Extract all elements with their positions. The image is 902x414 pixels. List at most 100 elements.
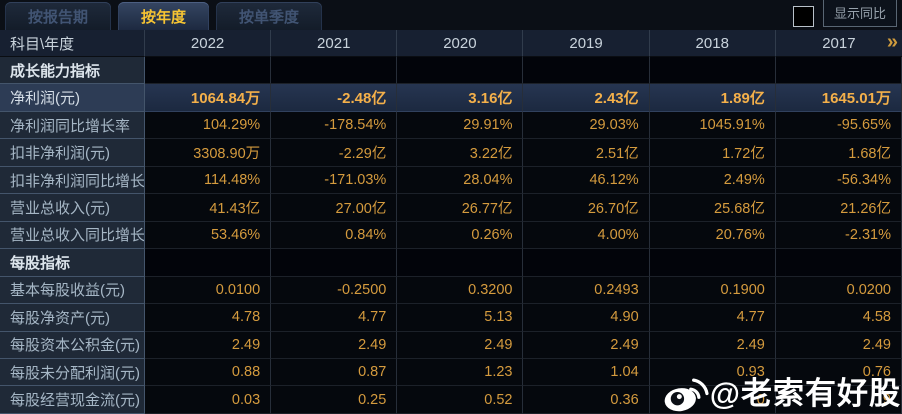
value-cell: 26.70亿 (523, 194, 650, 222)
value-cell: 5.13 (397, 304, 524, 332)
year-header-2019: 2019 (523, 30, 650, 57)
value-cell: 0.84% (271, 221, 398, 250)
value-cell: 1.23 (397, 358, 524, 387)
value-cell: -171.03% (271, 166, 398, 195)
value-cell: 1645.01万 (775, 84, 902, 112)
value-cell: 53.46% (145, 221, 272, 250)
value-cell: 1045.91% (649, 111, 776, 140)
value-cell: 0.2493 (523, 276, 650, 305)
value-cell: 2.49 (145, 331, 272, 359)
value-cell: 2.49 (523, 331, 650, 359)
row-label: 基本每股收益(元) (0, 276, 145, 305)
year-header-2021: 2021 (271, 30, 398, 57)
value-cell: 20.76% (649, 221, 776, 250)
value-cell: 104.29% (145, 111, 272, 140)
table-row[interactable]: 净利润(元) 1064.84万 -2.48亿 3.16亿 2.43亿 1.89亿 1645.… (0, 84, 902, 112)
value-cell: 0.3200 (397, 276, 524, 305)
value-cell: 27.00亿 (271, 194, 398, 222)
tab-single-quarter[interactable]: 按单季度 (216, 2, 323, 30)
section-row: 每股指标 (0, 249, 902, 277)
tab-annual[interactable]: 按年度 (118, 2, 210, 30)
row-label: 净利润同比增长率 (0, 111, 145, 140)
value-cell (271, 249, 398, 277)
value-cell (775, 57, 902, 85)
value-cell: 3.16亿 (397, 84, 524, 112)
year-header-2020: 2020 (397, 30, 524, 57)
year-header-2017: 2017» (775, 30, 902, 57)
value-cell: 2.49 (397, 331, 524, 359)
value-cell: 0.88 (145, 358, 272, 387)
table-row[interactable]: 营业总收入同比增长率53.46%0.84%0.26%4.00%20.76%-2.… (0, 221, 902, 250)
value-cell: 3308.90万 (145, 139, 272, 167)
value-cell: 2.49 (649, 331, 776, 359)
value-cell: 1.68亿 (775, 139, 902, 167)
value-cell (145, 249, 272, 277)
row-label: 扣非净利润同比增长率 (0, 166, 145, 195)
value-cell: 2.49 (775, 331, 902, 359)
value-cell: 28.04% (397, 166, 524, 195)
table-header-row: 科目\年度 2022 2021 2020 2019 2018 2017» (0, 30, 902, 57)
value-cell (649, 249, 776, 277)
value-cell: -2.48亿 (271, 84, 398, 112)
value-cell: 0.36 (523, 386, 650, 414)
year-header-2022: 2022 (145, 30, 272, 57)
value-cell: -95.65% (775, 111, 902, 140)
value-cell: 4.77 (649, 304, 776, 332)
table-row[interactable]: 净利润同比增长率 104.29% -178.54% 29.91% 29.03% 1045.… (0, 111, 902, 140)
value-cell: 4.77 (271, 304, 398, 332)
value-cell: 0.26% (397, 221, 524, 250)
more-columns-icon[interactable]: » (886, 31, 898, 54)
value-cell: 0.0100 (145, 276, 272, 305)
value-cell: 0 (649, 386, 776, 414)
value-cell: -2.31% (775, 221, 902, 250)
value-cell: 4.00% (523, 221, 650, 250)
value-cell: 46.12% (523, 166, 650, 195)
value-cell (649, 57, 776, 85)
value-cell: 0.76 (775, 358, 902, 387)
value-cell: 4.58 (775, 304, 902, 332)
table-row[interactable]: 每股净资产(元) 4.78 4.77 5.13 4.90 4.77 4.58 (0, 304, 902, 332)
value-cell: 0.1900 (649, 276, 776, 305)
value-cell: -2.29亿 (271, 139, 398, 167)
row-label: 每股未分配利润(元) (0, 358, 145, 387)
value-cell: 26.77亿 (397, 194, 524, 222)
table-body: 成长能力指标 净利润(元) 1064.84万 -2.48亿 3.16亿 2.43亿 1.89… (0, 57, 902, 414)
value-cell: 2.49% (649, 166, 776, 195)
value-cell: 1.04 (523, 358, 650, 387)
value-cell: 2.51亿 (523, 139, 650, 167)
value-cell: 1064.84万 (145, 84, 272, 112)
value-cell: 2.49 (271, 331, 398, 359)
table-row[interactable]: 基本每股收益(元) 0.0100 -0.2500 0.3200 0.2493 0.1900… (0, 276, 902, 305)
corner-header-cell: 科目\年度 (0, 30, 145, 57)
value-cell: -178.54% (271, 111, 398, 140)
show-yoy-checkbox[interactable] (792, 6, 814, 27)
table-row[interactable]: 营业总收入(元) 41.43亿 27.00亿 26.77亿 26.70亿 25.68亿 21… (0, 194, 902, 222)
value-cell: 1.89亿 (649, 84, 776, 112)
tab-report-period[interactable]: 按报告期 (5, 2, 112, 30)
row-label: 营业总收入同比增长率 (0, 221, 145, 250)
value-cell: 0.03 (145, 386, 272, 414)
value-cell: 21.26亿 (775, 194, 902, 222)
value-cell: 0.0200 (775, 276, 902, 305)
value-cell: 0.93 (649, 358, 776, 387)
row-label: 成长能力指标 (0, 57, 145, 85)
value-cell (397, 57, 524, 85)
value-cell (271, 57, 398, 85)
table-row[interactable]: 每股经营现金流(元) 0.03 0.25 0.52 0.36 0 9 (0, 386, 902, 414)
row-label: 每股资本公积金(元) (0, 331, 145, 359)
value-cell (523, 57, 650, 85)
table-row[interactable]: 扣非净利润同比增长率114.48%-171.03%28.04%46.12%2.4… (0, 166, 902, 195)
row-label: 净利润(元) (0, 84, 145, 112)
value-cell (397, 249, 524, 277)
value-cell: 2.43亿 (523, 84, 650, 112)
value-cell: -0.2500 (271, 276, 398, 305)
value-cell: 3.22亿 (397, 139, 524, 167)
value-cell: 1.72亿 (649, 139, 776, 167)
table-row[interactable]: 每股资本公积金(元) 2.49 2.49 2.49 2.49 2.49 2.49 (0, 331, 902, 359)
table-row[interactable]: 每股未分配利润(元) 0.88 0.87 1.23 1.04 0.93 0.76 (0, 358, 902, 387)
show-yoy-label[interactable]: 显示同比 (822, 0, 897, 27)
value-cell: 0.52 (397, 386, 524, 414)
table-row[interactable]: 扣非净利润(元) 3308.90万 -2.29亿 3.22亿 2.51亿 1.72亿 1.6… (0, 139, 902, 167)
row-label: 每股净资产(元) (0, 304, 145, 332)
